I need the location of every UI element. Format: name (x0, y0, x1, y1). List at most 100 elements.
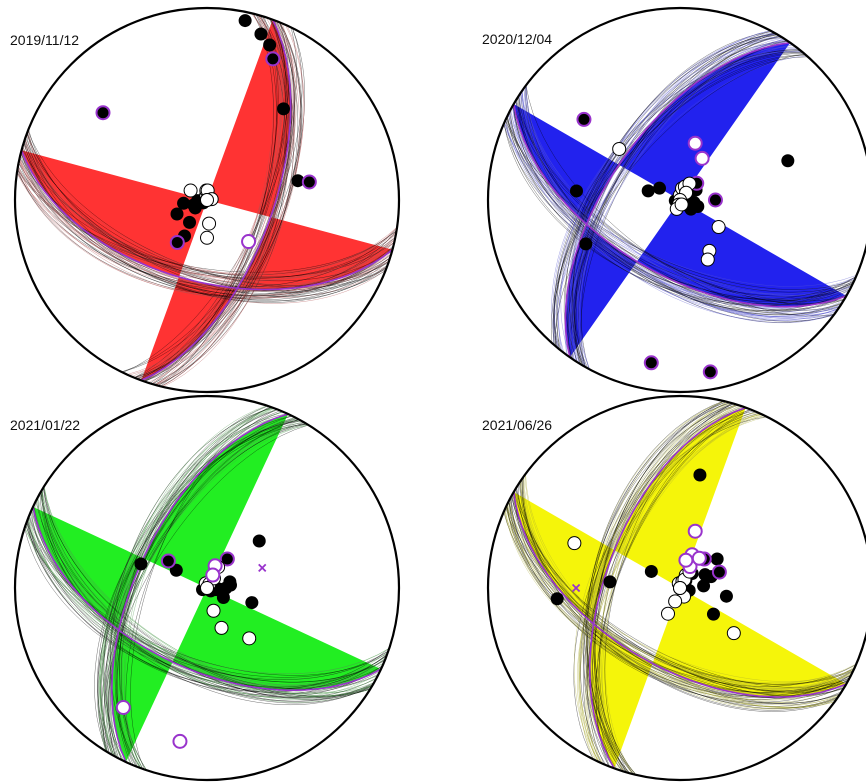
nodal-plane-bundle (16, 13, 398, 388)
nodal-plane-solution (577, 30, 771, 370)
nodal-plane-solution (36, 500, 378, 691)
nodal-plane-solution (20, 152, 394, 299)
nodal-plane-solution (580, 410, 755, 766)
nodal-plane-solution (27, 519, 387, 688)
sphere-outline (13, 6, 401, 394)
up-polarity-dot-flagged (160, 553, 176, 569)
nodal-plane-solution (41, 490, 373, 698)
up-polarity-dot-flagged (219, 551, 235, 567)
nodal-plane-solution (153, 15, 288, 385)
nodal-plane-solution (579, 416, 767, 760)
best-nodal-plane (588, 406, 746, 769)
nodal-plane-solution (125, 408, 277, 767)
down-polarity-circle (711, 220, 726, 235)
nodal-plane-solution (578, 32, 775, 368)
nodal-plane-solution (43, 486, 370, 697)
nodal-plane-solution (19, 157, 395, 290)
nodal-plane-solution (24, 139, 390, 291)
down-polarity-circle (567, 536, 582, 551)
up-polarity-dot (177, 196, 191, 210)
nodal-plane-solution (510, 498, 850, 691)
down-polarity-circle (202, 216, 217, 231)
up-polarity-dot (719, 589, 733, 603)
nodal-plane-solution (16, 171, 398, 282)
polarity-observations (95, 14, 317, 250)
up-polarity-dot (706, 607, 720, 621)
nodal-plane-solution (20, 151, 394, 278)
nodal-plane-solution (512, 104, 847, 312)
nodal-plane-solution (155, 14, 289, 386)
axis-cross-marker (258, 563, 267, 573)
nodal-plane-solution (597, 405, 741, 771)
nodal-plane-solution (155, 14, 281, 386)
nodal-plane-solution (505, 507, 855, 685)
nodal-plane-solution (507, 114, 852, 296)
down-polarity-circle-flagged (678, 552, 694, 568)
nodal-plane-solution (519, 482, 841, 704)
best-nodal-plane (512, 491, 847, 698)
nodal-plane-solution (24, 527, 390, 675)
up-polarity-dot (291, 174, 305, 188)
nodal-plane-solution (149, 16, 279, 384)
nodal-plane-solution (24, 138, 390, 288)
up-polarity-dot (644, 564, 658, 578)
down-polarity-circle (726, 626, 741, 641)
nodal-plane-solution (585, 406, 745, 770)
nodal-plane-solution (135, 21, 302, 379)
nodal-plane-solution (99, 418, 297, 758)
nodal-plane-solution (518, 96, 842, 316)
up-polarity-dot-flagged (643, 355, 659, 371)
up-polarity-dot (252, 534, 266, 548)
nodal-plane-solution (579, 413, 762, 763)
up-polarity-dot (641, 184, 655, 198)
focal-sphere (13, 394, 401, 782)
nodal-plane-solution (513, 104, 847, 313)
down-polarity-circle (242, 631, 257, 646)
up-polarity-dot (183, 215, 197, 229)
nodal-plane-solution (600, 401, 728, 775)
down-polarity-circle (200, 193, 214, 207)
nodal-plane-solution (521, 478, 839, 709)
down-polarity-circle (668, 594, 683, 609)
down-polarity-circle (214, 620, 229, 635)
down-polarity-circle-flagged (694, 150, 710, 166)
nodal-plane-solution (161, 13, 285, 387)
up-polarity-dot-flagged (301, 174, 317, 190)
nodal-plane-solution (33, 505, 381, 687)
panel-date-label: 2021/01/22 (10, 417, 80, 433)
nodal-plane-solution (99, 419, 300, 757)
down-polarity-circle (612, 141, 627, 156)
sphere-outline (13, 394, 401, 782)
nodal-plane-solution (602, 404, 738, 772)
up-polarity-dot (216, 590, 230, 604)
up-polarity-dot (277, 102, 291, 116)
nodal-plane-solution (524, 474, 835, 709)
down-polarity-circle-flagged (687, 523, 703, 539)
nodal-plane-solution (19, 157, 395, 278)
nodal-plane-solution (26, 522, 388, 676)
down-polarity-circle-flagged (172, 733, 188, 749)
panel-date-label: 2020/12/04 (482, 31, 552, 47)
polarity-observations (115, 534, 267, 749)
nodal-plane-solution (504, 122, 856, 295)
panel-2021-06-26: 2021/06/26 (482, 417, 552, 433)
best-nodal-plane (32, 506, 382, 691)
up-polarity-dot (710, 552, 724, 566)
up-polarity-dot (169, 563, 183, 577)
sphere-outline (486, 394, 866, 782)
up-polarity-dot (603, 575, 617, 589)
up-polarity-dot (781, 154, 795, 168)
nodal-plane-solution (41, 490, 373, 699)
nodal-plane-solution (512, 493, 848, 691)
down-polarity-circle (673, 581, 687, 595)
nodal-plane-solution (27, 129, 386, 304)
nodal-plane-solution (109, 409, 278, 767)
up-polarity-dot-flagged (711, 564, 727, 580)
up-polarity-dot-flagged (707, 192, 723, 208)
up-polarity-dot (579, 237, 593, 251)
axis-cross-marker (571, 583, 581, 593)
nodal-plane-solution (512, 105, 848, 308)
nodal-plane-solution (26, 133, 388, 298)
nodal-plane-solution (154, 15, 284, 385)
up-polarity-dot (697, 579, 711, 593)
